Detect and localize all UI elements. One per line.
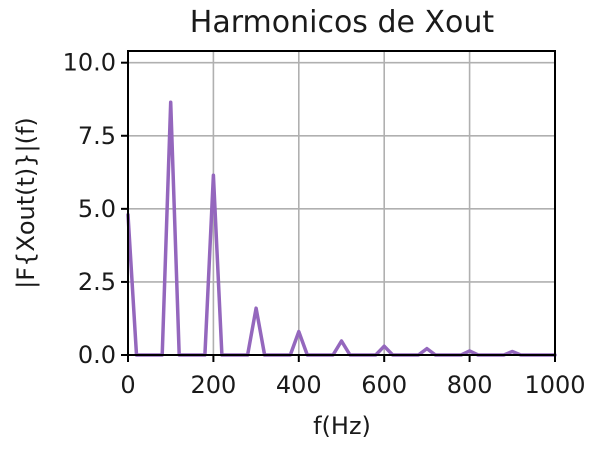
x-tick-label: 800 xyxy=(447,371,493,399)
x-axis-label: f(Hz) xyxy=(313,412,371,440)
chart-title: Harmonicos de Xout xyxy=(190,5,495,40)
x-axis: 0 200 400 600 800 1000 xyxy=(120,355,586,399)
x-tick-label: 400 xyxy=(276,371,322,399)
series-layer xyxy=(126,100,557,357)
x-tick-label: 0 xyxy=(120,371,135,399)
y-tick-label: 10.0 xyxy=(63,49,116,77)
x-tick-label: 1000 xyxy=(524,371,585,399)
y-tick-label: 2.5 xyxy=(78,268,116,296)
series-line xyxy=(126,100,557,357)
grid xyxy=(127,51,556,356)
y-tick-label: 0.0 xyxy=(78,341,116,369)
x-tick-label: 200 xyxy=(190,371,236,399)
y-axis: 0.0 2.5 5.0 7.5 10.0 xyxy=(63,49,128,369)
y-axis-label: |F{Xout(t)}|(f) xyxy=(12,117,40,289)
y-tick-label: 5.0 xyxy=(78,195,116,223)
y-tick-label: 7.5 xyxy=(78,122,116,150)
plot-frame xyxy=(127,50,556,356)
x-tick-label: 600 xyxy=(361,371,407,399)
